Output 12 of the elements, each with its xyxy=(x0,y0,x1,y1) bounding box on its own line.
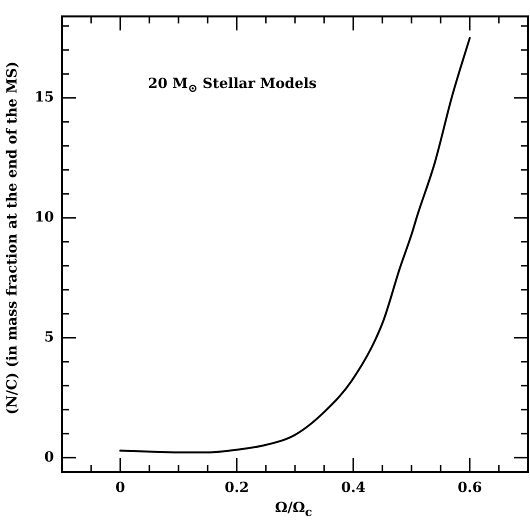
annotation: 20 M$_{⊙}$ Stellar Models xyxy=(148,76,317,95)
y-tick-label: 15 xyxy=(34,90,54,106)
line-series xyxy=(119,36,471,454)
y-axis-title: (N/C) (in mass fraction at the end of the MS) xyxy=(4,61,20,415)
x-tick-label: 0.6 xyxy=(458,480,482,496)
y-tick-label: 10 xyxy=(34,209,54,226)
x-axis-title: Ω/Ω$_{c}$ xyxy=(275,500,312,519)
x-tick-label: 0.2 xyxy=(224,480,249,496)
x-tick-label: 0.4 xyxy=(341,480,366,496)
y-tick-label: 5 xyxy=(44,329,54,346)
y-tick-label: 0 xyxy=(44,449,54,466)
x-tick-label: 0 xyxy=(115,480,126,496)
